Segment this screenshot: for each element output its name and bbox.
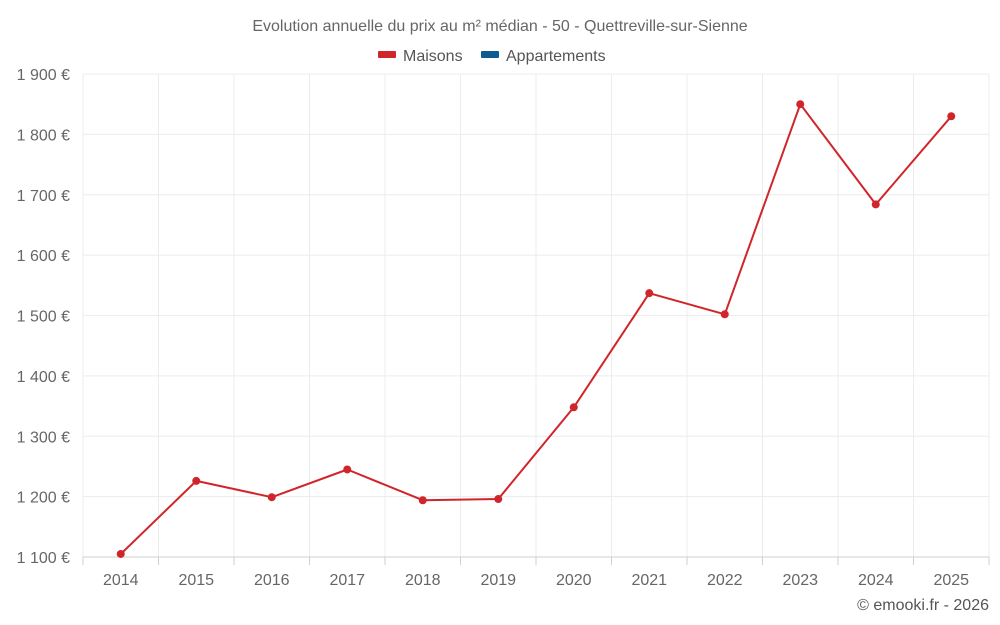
x-tick-label: 2020 — [556, 572, 592, 589]
legend-item-maisons[interactable]: Maisons — [378, 48, 463, 65]
x-tick-label: 2017 — [329, 572, 365, 589]
data-point[interactable] — [494, 495, 503, 504]
data-point[interactable] — [720, 310, 729, 319]
y-tick-label: 1 600 € — [17, 248, 70, 265]
series-group — [116, 100, 956, 558]
grid-lines — [82, 73, 990, 557]
legend-swatch-maisons — [378, 51, 396, 58]
x-tick-label: 2024 — [858, 572, 894, 589]
y-tick-label: 1 900 € — [17, 67, 70, 84]
x-tick-label: 2019 — [480, 572, 516, 589]
x-tick-label: 2022 — [707, 572, 743, 589]
legend-label-appartements: Appartements — [506, 48, 606, 65]
y-tick-label: 1 800 € — [17, 127, 70, 144]
series-line-maisons — [120, 103, 953, 555]
y-tick-label: 1 200 € — [17, 490, 70, 507]
y-tick-label: 1 100 € — [17, 550, 70, 567]
data-point[interactable] — [116, 549, 125, 558]
x-tick-label: 2014 — [103, 572, 139, 589]
data-point[interactable] — [418, 496, 427, 505]
x-tick-label: 2016 — [254, 572, 290, 589]
x-axis-ticks: 2014 2015 2016 2017 2018 2019 2020 2021 2022 2023… — [103, 572, 969, 589]
legend-swatch-appartements — [481, 51, 499, 58]
y-tick-label: 1 700 € — [17, 188, 70, 205]
data-point[interactable] — [796, 100, 805, 109]
data-point[interactable] — [871, 200, 880, 209]
axes — [82, 556, 990, 565]
data-point[interactable] — [645, 289, 654, 298]
x-tick-label: 2018 — [405, 572, 441, 589]
data-point[interactable] — [192, 476, 201, 485]
data-point[interactable] — [947, 112, 956, 121]
y-tick-label: 1 500 € — [17, 309, 70, 326]
credit-text: © emooki.fr - 2026 — [857, 597, 989, 614]
y-tick-label: 1 300 € — [17, 429, 70, 446]
data-point[interactable] — [569, 403, 578, 412]
data-point[interactable] — [267, 493, 276, 502]
y-axis-ticks: 1 100 € 1 200 € 1 300 € 1 400 € 1 500 € 1 600… — [17, 67, 70, 567]
legend-item-appartements[interactable]: Appartements — [481, 48, 606, 65]
x-tick-label: 2021 — [631, 572, 667, 589]
x-tick-label: 2023 — [782, 572, 818, 589]
x-tick-label: 2015 — [178, 572, 214, 589]
data-point[interactable] — [343, 465, 352, 474]
legend: Maisons Appartements — [378, 48, 606, 65]
x-tick-label: 2025 — [933, 572, 969, 589]
chart-title: Evolution annuelle du prix au m² médian … — [252, 18, 747, 35]
y-tick-label: 1 400 € — [17, 369, 70, 386]
legend-label-maisons: Maisons — [403, 48, 463, 65]
